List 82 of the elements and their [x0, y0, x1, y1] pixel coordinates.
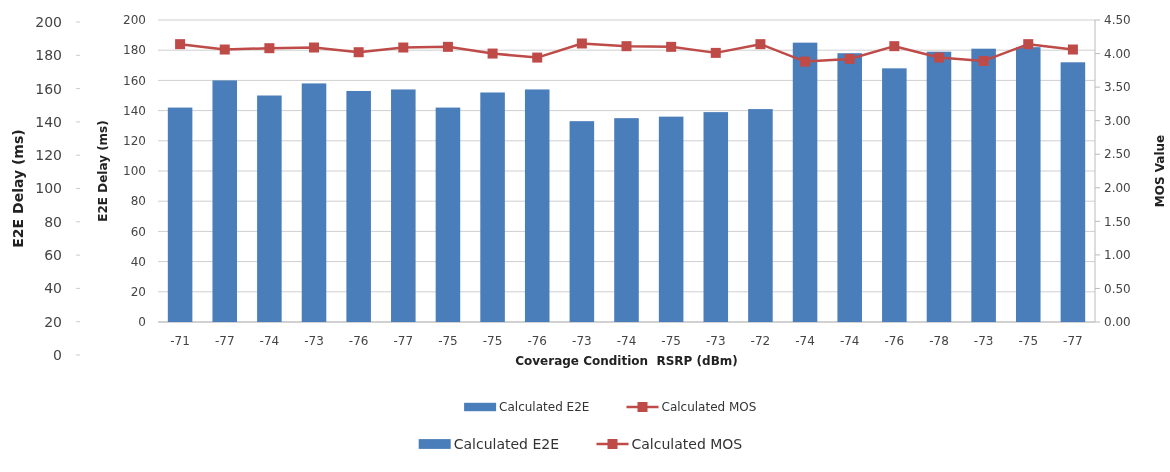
bar	[703, 112, 729, 322]
bar	[435, 107, 461, 322]
x-tick-label: -73	[705, 334, 726, 349]
bar	[524, 89, 550, 322]
y3-tick-label: 140	[35, 113, 62, 130]
text: Calculated MOS	[631, 435, 743, 452]
bar	[837, 53, 862, 322]
y3-tick-label: 120	[35, 147, 62, 164]
y2-tick-label: 1.00	[1104, 248, 1131, 263]
bar	[167, 107, 193, 322]
y-tick-label: 200	[123, 13, 146, 28]
x-tick-label: -78	[929, 334, 949, 349]
y2-tick-label: 0.50	[1104, 281, 1131, 296]
y3-tick-label: 0	[53, 346, 62, 363]
bar	[1060, 62, 1086, 322]
bar	[882, 68, 907, 322]
y-tick-label: 140	[123, 103, 146, 118]
y-tick-label: 20	[130, 285, 146, 299]
bar	[391, 89, 416, 322]
x-tick-label: -76	[527, 334, 548, 349]
y3-tick-label: 20	[44, 313, 62, 330]
x-tick-label: -77	[1063, 334, 1083, 349]
bar	[748, 109, 773, 322]
y2-tick-label: 4.50	[1104, 13, 1131, 28]
x-tick-label: -73	[973, 334, 994, 349]
bar	[1015, 47, 1041, 322]
y3-tick-label: 200	[35, 13, 62, 30]
y-tick-label: 100	[123, 164, 146, 179]
y2-tick-label: 4.00	[1104, 46, 1131, 61]
bar	[569, 121, 595, 322]
x-axis-title: Coverage Condition RSRP (dBm)	[515, 354, 738, 369]
y3-axis-title: E2E Delay (ms)	[9, 129, 26, 248]
y2-tick-label: 2.50	[1104, 147, 1131, 162]
x-tick-label: -72	[750, 334, 771, 349]
text: Calculated E2E	[453, 435, 560, 452]
y-tick-label: 0	[138, 315, 146, 330]
bar	[257, 95, 282, 322]
x-tick-label: -76	[884, 334, 905, 349]
y-tick-label: 180	[123, 43, 146, 58]
bar	[346, 90, 371, 322]
x-tick-label: -76	[348, 334, 369, 349]
y-axis-title: E2E Delay (ms)	[96, 120, 111, 222]
x-tick-label: -74	[259, 334, 280, 349]
bar	[480, 92, 505, 322]
y2-tick-label: 3.00	[1104, 113, 1131, 128]
bar	[971, 48, 996, 322]
y2-tick-label: 1.50	[1104, 214, 1131, 229]
y3-tick-label: 80	[44, 213, 62, 230]
bar	[212, 80, 238, 322]
bar	[792, 42, 818, 322]
bar	[614, 118, 639, 322]
bar	[658, 116, 684, 322]
y3-tick-label: 160	[35, 80, 62, 97]
x-tick-label: -75	[661, 334, 681, 349]
x-tick-label: -73	[572, 334, 592, 349]
y-tick-label: 120	[123, 134, 146, 148]
y-tick-label: 40	[130, 254, 146, 269]
y-tick-label: 160	[123, 73, 146, 88]
y2-tick-label: 3.50	[1104, 80, 1131, 95]
y2-tick-label: 0.00	[1104, 315, 1131, 330]
y3-tick-label: 100	[35, 180, 62, 197]
x-tick-label: -74	[616, 334, 637, 349]
x-tick-label: -71	[170, 334, 190, 349]
x-tick-label: -75	[1018, 334, 1039, 349]
x-tick-label: -77	[214, 334, 235, 349]
bar	[301, 83, 327, 322]
y-tick-label: 80	[130, 194, 146, 209]
y2-tick-label: 2.00	[1104, 180, 1131, 195]
x-tick-label: -74	[795, 334, 815, 349]
x-tick-label: -75	[482, 334, 503, 349]
y2-axis-title: MOS Value	[1153, 134, 1168, 208]
legend-label: Calculated MOS	[661, 400, 757, 415]
y3-tick-label: 40	[44, 280, 62, 297]
x-tick-label: -75	[438, 334, 458, 349]
bar	[926, 51, 952, 322]
y3-tick-label: 60	[44, 247, 62, 263]
y3-tick-label: 180	[35, 47, 62, 64]
x-tick-label: -77	[393, 334, 414, 349]
y-tick-label: 60	[130, 224, 146, 239]
x-tick-label: -73	[304, 334, 324, 349]
x-tick-label: -74	[839, 334, 860, 349]
legend-label: Calculated E2E	[499, 400, 590, 415]
